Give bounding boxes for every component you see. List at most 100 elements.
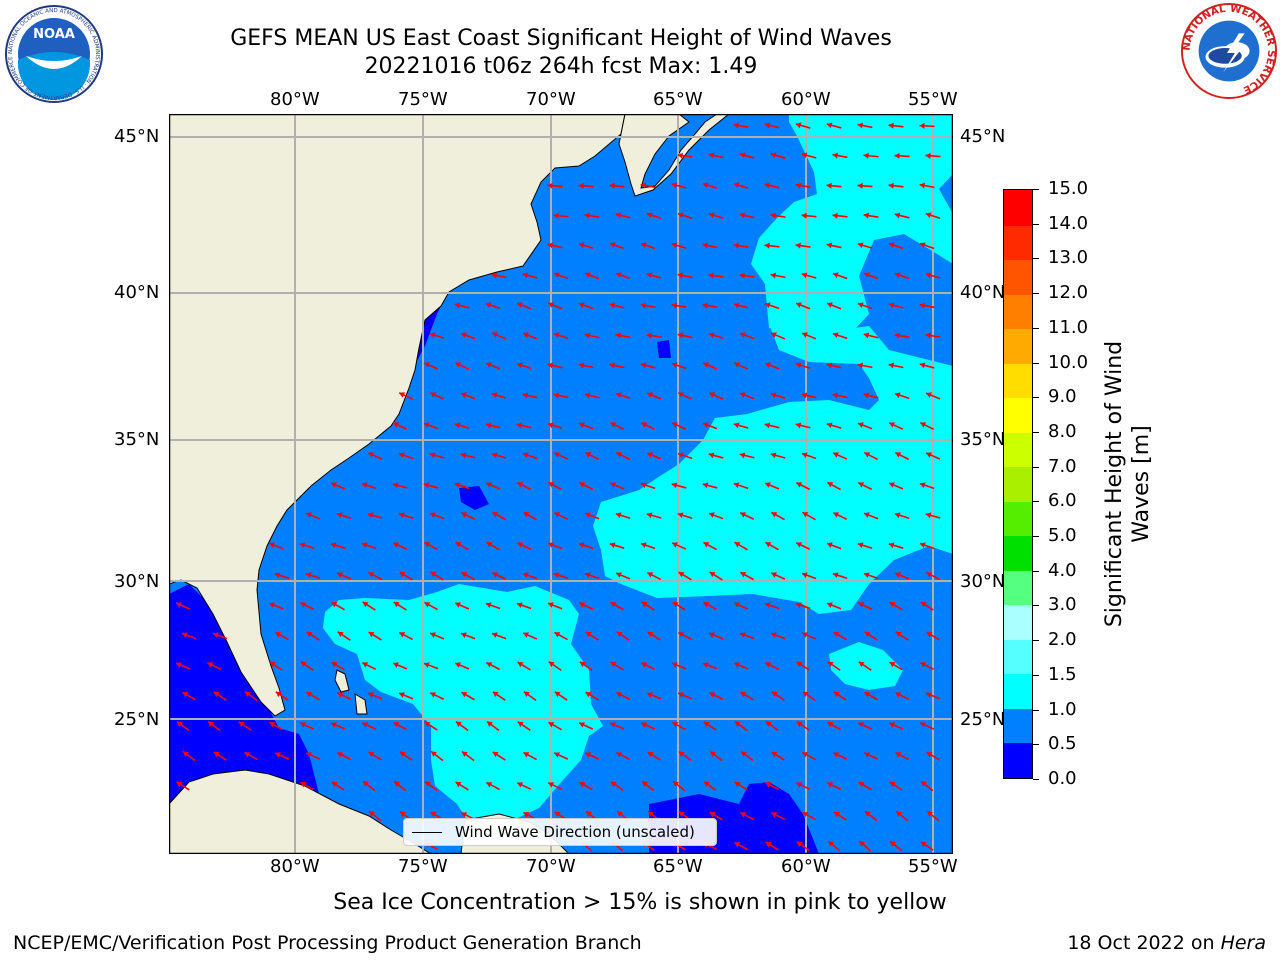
wave-arrow-head <box>703 781 710 787</box>
wave-arrow-head <box>858 661 865 668</box>
wave-direction-arrows <box>175 122 941 852</box>
colorbar-tick-label: 10.0 <box>1048 351 1089 373</box>
wave-arrow-head <box>523 632 529 638</box>
wave-arrow-head <box>486 782 493 788</box>
wave-arrow-head <box>578 242 585 249</box>
colorbar-tick-label: 0.5 <box>1048 733 1077 755</box>
wave-arrow-head <box>920 601 927 608</box>
wave-arrow-head <box>647 692 653 698</box>
wave-arrow-head <box>708 512 715 518</box>
wave-arrow-head <box>368 452 374 458</box>
wave-arrow-head <box>176 782 183 788</box>
wave-arrow-head <box>671 242 678 249</box>
wave-arrow-head <box>925 212 932 219</box>
wave-arrow-head <box>213 691 220 698</box>
wave-arrow-head <box>734 362 740 368</box>
wave-height-map <box>169 114 953 854</box>
colorbar-segment <box>1004 742 1032 778</box>
wave-arrow-head <box>522 452 529 458</box>
lon-label-bottom: 80°W <box>270 856 320 877</box>
wave-arrow-head <box>677 452 684 459</box>
wave-arrow-head <box>548 722 555 728</box>
wave-arrow-head <box>517 721 524 728</box>
wave-arrow-head <box>548 302 554 308</box>
wave-arrow-head <box>926 752 933 758</box>
wave-arrow-head <box>461 392 467 398</box>
map-subtitle: 20221016 t06z 264h fcst Max: 1.49 <box>364 54 758 79</box>
wave-arrow-head <box>765 542 772 548</box>
lat-label-right: 30°N <box>960 571 1006 592</box>
wave-arrow-head <box>802 812 809 818</box>
wave-arrow-head <box>889 602 896 608</box>
wave-arrow-head <box>826 122 833 129</box>
wave-arrow-head <box>864 692 871 698</box>
wave-arrow-head <box>610 482 616 488</box>
wave-arrow-head <box>765 362 771 368</box>
wave-arrow-head <box>523 691 530 697</box>
nws-logo-icon: NATIONAL WEATHER SERVICE <box>1181 3 1277 100</box>
land-bahamas <box>334 669 350 693</box>
wave-arrow-head <box>212 632 219 638</box>
wave-arrow-head <box>770 272 777 279</box>
wave-arrow-head <box>331 482 337 488</box>
wave-arrow-head <box>771 512 778 518</box>
wave-arrow-head <box>455 362 461 368</box>
colorbar-tick-label: 11.0 <box>1048 316 1089 338</box>
colorbar-tick-label: 8.0 <box>1048 420 1077 442</box>
wave-arrow-head <box>337 572 343 578</box>
wave-arrow-head <box>647 632 654 638</box>
wave-arrow-head <box>454 302 461 309</box>
wave-arrow-head <box>182 751 189 757</box>
colorbar-segment <box>1004 190 1032 226</box>
wave-arrow-head <box>367 512 374 519</box>
wave-arrow-head <box>708 272 714 279</box>
wave-arrow-head <box>554 632 561 638</box>
wave-arrow-head <box>610 602 617 608</box>
colorbar-segment <box>1004 432 1032 468</box>
wave-arrow-head <box>703 721 710 728</box>
wave-arrow-head <box>921 781 927 787</box>
wave-arrow-head <box>522 572 529 578</box>
wave-arrow-head <box>895 752 902 758</box>
wave-arrow-head <box>610 662 617 668</box>
wave-arrow-head <box>578 542 585 549</box>
wave-arrow-head <box>796 721 803 728</box>
colorbar-tick-label: 12.0 <box>1048 282 1089 304</box>
wave-arrow-head <box>523 332 529 338</box>
wave-arrow-head <box>672 422 678 428</box>
wave-arrow-head <box>895 692 902 698</box>
wave-arrow-head <box>300 782 307 788</box>
lat-label-left: 40°N <box>114 282 160 303</box>
wave-arrow-head <box>553 272 560 279</box>
wave-arrow-head <box>430 812 437 818</box>
colorbar-tick-label: 14.0 <box>1048 212 1089 234</box>
wave-arrow-head <box>362 601 369 608</box>
colorbar-tick-label: 2.0 <box>1048 629 1077 651</box>
wave-arrow-head <box>863 212 870 219</box>
wave-arrow-head <box>491 452 498 459</box>
wave-arrow-head <box>647 752 654 758</box>
wave-arrow-head <box>889 781 896 788</box>
colorbar-tick-label: 0.0 <box>1048 768 1077 789</box>
wave-arrow-head <box>584 392 591 399</box>
wave-arrow-head <box>485 422 492 429</box>
wave-arrow-head <box>460 632 467 638</box>
wave-arrow-head <box>368 632 375 638</box>
wave-arrow-head <box>492 512 499 518</box>
wave-arrow-head <box>832 392 839 399</box>
lon-label-bottom: 65°W <box>653 856 703 877</box>
wave-arrow-head <box>491 272 498 279</box>
wave-arrow-head <box>733 422 740 429</box>
wave-arrow-head <box>703 362 709 368</box>
lat-label-left: 25°N <box>114 709 160 730</box>
wave-arrow-head <box>548 661 555 668</box>
wave-arrow-head <box>424 602 431 608</box>
wave-arrow-head <box>517 542 524 548</box>
wave-arrow-head <box>739 152 746 159</box>
wave-arrow-head <box>926 572 933 578</box>
wave-arrow-head <box>585 631 592 638</box>
wave-arrow-head <box>579 482 586 488</box>
wave-arrow-head <box>393 422 399 428</box>
wave-arrow-head <box>554 752 560 758</box>
wave-arrow-head <box>739 212 746 219</box>
